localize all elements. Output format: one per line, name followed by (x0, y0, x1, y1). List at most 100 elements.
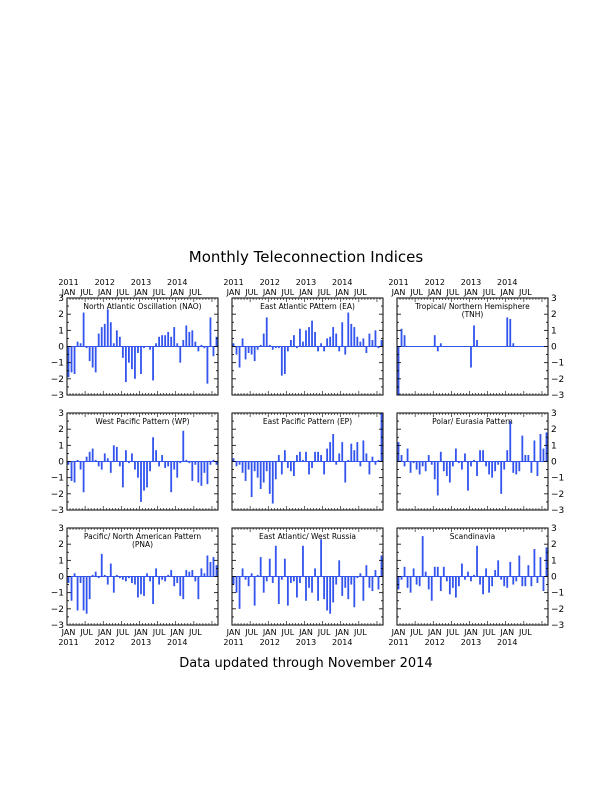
bar (167, 331, 170, 347)
x-year-label: 2014 (497, 278, 517, 287)
bar (67, 576, 70, 583)
x-year-label: 2013 (131, 278, 151, 287)
bar (347, 312, 350, 347)
x-month-label: JAN (226, 288, 241, 297)
y-tick-label: 2 (551, 310, 557, 320)
bar (323, 576, 326, 600)
bar (509, 319, 512, 347)
x-month-label: JAN (97, 288, 112, 297)
bar (179, 461, 182, 464)
x-month-label: JUL (518, 288, 532, 297)
y-tick-label: −3 (51, 391, 64, 401)
bar (338, 346, 341, 352)
x-month-label: JUL (409, 628, 423, 637)
x-month-label: JAN (61, 628, 76, 637)
bar (338, 560, 341, 577)
bar (448, 461, 451, 483)
bar (380, 340, 383, 347)
x-month-label: JAN (262, 628, 277, 637)
bar (131, 453, 133, 462)
bar (265, 461, 268, 472)
bar (262, 333, 265, 347)
panel-5: 3 2 1 0 −1 −2 −3 Polar/ Eurasia Pattern (396, 409, 564, 516)
bar (497, 461, 500, 465)
bar (274, 461, 277, 480)
x-month-label: JAN (427, 288, 442, 297)
panel-title: Scandinavia (450, 532, 496, 541)
bar (185, 459, 188, 462)
bar (235, 461, 238, 467)
bar (515, 461, 518, 475)
bar (409, 461, 412, 473)
bar (400, 455, 403, 462)
bar (167, 461, 170, 467)
x-year-label: 2012 (260, 278, 280, 287)
bar (259, 557, 262, 577)
x-month-label: JAN (391, 628, 406, 637)
bar (545, 432, 548, 462)
bar (283, 450, 286, 462)
bar (308, 461, 310, 475)
y-tick-label: −2 (51, 605, 64, 615)
bar (473, 325, 475, 347)
bar (317, 451, 319, 462)
bar (131, 346, 133, 370)
x-month-label: JUL (353, 628, 367, 637)
x-year-label: 2011 (388, 638, 408, 647)
bar (341, 442, 344, 462)
x-year-label: 2014 (167, 278, 187, 287)
bar (430, 576, 433, 601)
bar (215, 461, 218, 465)
bar (235, 576, 238, 593)
y-tick-label: −3 (551, 506, 564, 516)
bar (128, 461, 130, 464)
panel-title: Polar/ Eurasia Pattern (432, 417, 513, 426)
bar (173, 576, 176, 587)
x-month-label: JUL (188, 288, 202, 297)
bar (374, 461, 377, 465)
bar (467, 461, 469, 491)
bar (289, 461, 292, 472)
bar (262, 461, 265, 483)
x-month-label: JUL (446, 628, 460, 637)
x-year-label: 2014 (332, 278, 352, 287)
bar (191, 330, 194, 347)
bar (454, 576, 457, 598)
bar (500, 576, 503, 580)
bar (400, 328, 403, 347)
bar (347, 459, 350, 462)
bar (215, 565, 218, 577)
bar (85, 576, 88, 614)
bar (212, 557, 215, 577)
bar (512, 343, 515, 347)
bar (118, 336, 121, 347)
bar (400, 576, 403, 580)
bar (185, 325, 188, 347)
bar (200, 461, 203, 486)
bar (185, 570, 188, 577)
bar (179, 346, 182, 363)
x-month-label: JAN (97, 628, 112, 637)
bar (326, 338, 329, 347)
bar (485, 568, 487, 577)
bar (289, 340, 292, 347)
bar (259, 344, 262, 347)
bar (137, 346, 139, 353)
panel-title: East Pacific Pattern (EP) (263, 417, 352, 426)
bar (458, 576, 460, 587)
bar (200, 344, 203, 347)
bar (271, 346, 274, 350)
y-tick-label: 0 (551, 343, 557, 353)
bar (182, 430, 185, 462)
y-tick-label: −3 (51, 621, 64, 631)
bar (277, 455, 280, 462)
y-tick-label: −1 (551, 359, 564, 369)
bar (421, 461, 424, 467)
bar (161, 576, 164, 580)
x-month-label: JAN (463, 288, 478, 297)
panel-3: 3 2 1 0 −1 −2 −3 West Pacific Pattern (WP) (51, 409, 219, 516)
bar (442, 461, 445, 472)
bar (308, 327, 310, 347)
bar (451, 576, 454, 588)
bar (76, 576, 79, 611)
